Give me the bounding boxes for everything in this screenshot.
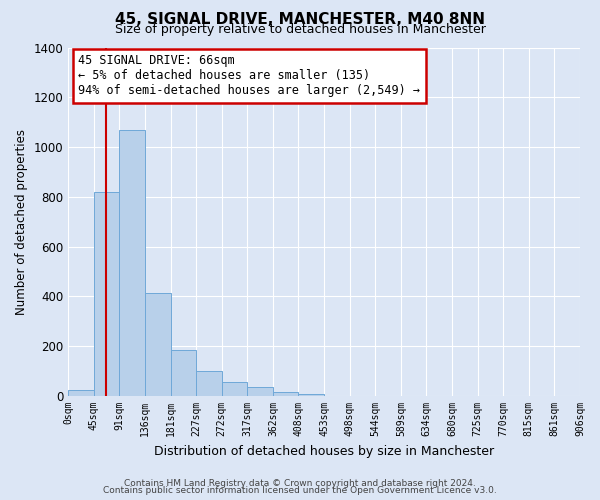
Text: 45, SIGNAL DRIVE, MANCHESTER, M40 8NN: 45, SIGNAL DRIVE, MANCHESTER, M40 8NN	[115, 12, 485, 28]
Bar	[247, 386, 273, 396]
X-axis label: Distribution of detached houses by size in Manchester: Distribution of detached houses by size …	[154, 444, 494, 458]
Y-axis label: Number of detached properties: Number of detached properties	[15, 129, 28, 315]
Bar	[119, 130, 145, 396]
Bar	[170, 350, 196, 396]
Bar	[94, 192, 119, 396]
Text: Size of property relative to detached houses in Manchester: Size of property relative to detached ho…	[115, 22, 485, 36]
Bar	[222, 382, 247, 396]
Text: 45 SIGNAL DRIVE: 66sqm
← 5% of detached houses are smaller (135)
94% of semi-det: 45 SIGNAL DRIVE: 66sqm ← 5% of detached …	[79, 54, 421, 98]
Bar	[145, 292, 170, 396]
Bar	[298, 394, 324, 396]
Bar	[196, 371, 222, 396]
Text: Contains public sector information licensed under the Open Government Licence v3: Contains public sector information licen…	[103, 486, 497, 495]
Bar	[273, 392, 298, 396]
Bar	[68, 390, 94, 396]
Text: Contains HM Land Registry data © Crown copyright and database right 2024.: Contains HM Land Registry data © Crown c…	[124, 478, 476, 488]
